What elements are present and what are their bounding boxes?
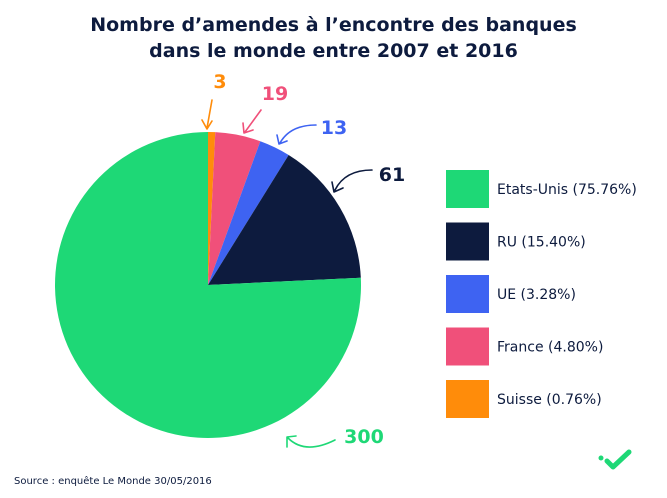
arrow-suisse	[201, 99, 213, 130]
legend-swatch	[446, 170, 489, 208]
legend-item-france: France (4.80%)	[446, 327, 603, 366]
legend-label: Etats-Unis (75.76%)	[497, 182, 637, 198]
legend-label: France (4.80%)	[497, 340, 603, 356]
legend-swatch	[446, 380, 489, 418]
legend-swatch	[446, 222, 489, 261]
legend-item-ru: RU (15.40%)	[446, 222, 586, 261]
legend-item-etats-unis: Etats-Unis (75.76%)	[446, 170, 637, 208]
data-label-france: 19	[262, 83, 288, 105]
title-line: Nombre d’amendes à l’encontre des banque…	[90, 14, 577, 36]
legend-label: RU (15.40%)	[497, 235, 586, 251]
pie-slice-etats-unis	[54, 132, 361, 438]
legend-label: UE (3.28%)	[497, 287, 576, 303]
data-label-etats-unis: 300	[344, 426, 384, 448]
pie-slice-ru	[208, 154, 361, 285]
legend-swatch	[446, 275, 489, 313]
data-label-ru: 61	[379, 164, 405, 186]
arrow-ue	[276, 124, 317, 145]
chart-title: Nombre d’amendes à l’encontre des banque…	[0, 12, 667, 64]
legend-item-ue: UE (3.28%)	[446, 275, 576, 313]
data-label-ue: 13	[321, 117, 347, 139]
arrow-ru	[331, 169, 373, 193]
pie-slice-suisse	[208, 132, 216, 285]
pie-slice-france	[208, 132, 261, 285]
data-label-suisse: 3	[213, 71, 226, 93]
pie-slice-ue	[208, 141, 289, 285]
checkmark-logo	[598, 449, 632, 470]
legend-label: Suisse (0.76%)	[497, 392, 602, 408]
arrow-us	[286, 435, 336, 448]
arrow-france	[242, 109, 262, 134]
source-note: Source : enquête Le Monde 30/05/2016	[14, 476, 212, 487]
legend-swatch	[446, 327, 489, 366]
legend-item-suisse: Suisse (0.76%)	[446, 380, 602, 418]
title-line: dans le monde entre 2007 et 2016	[149, 40, 518, 62]
